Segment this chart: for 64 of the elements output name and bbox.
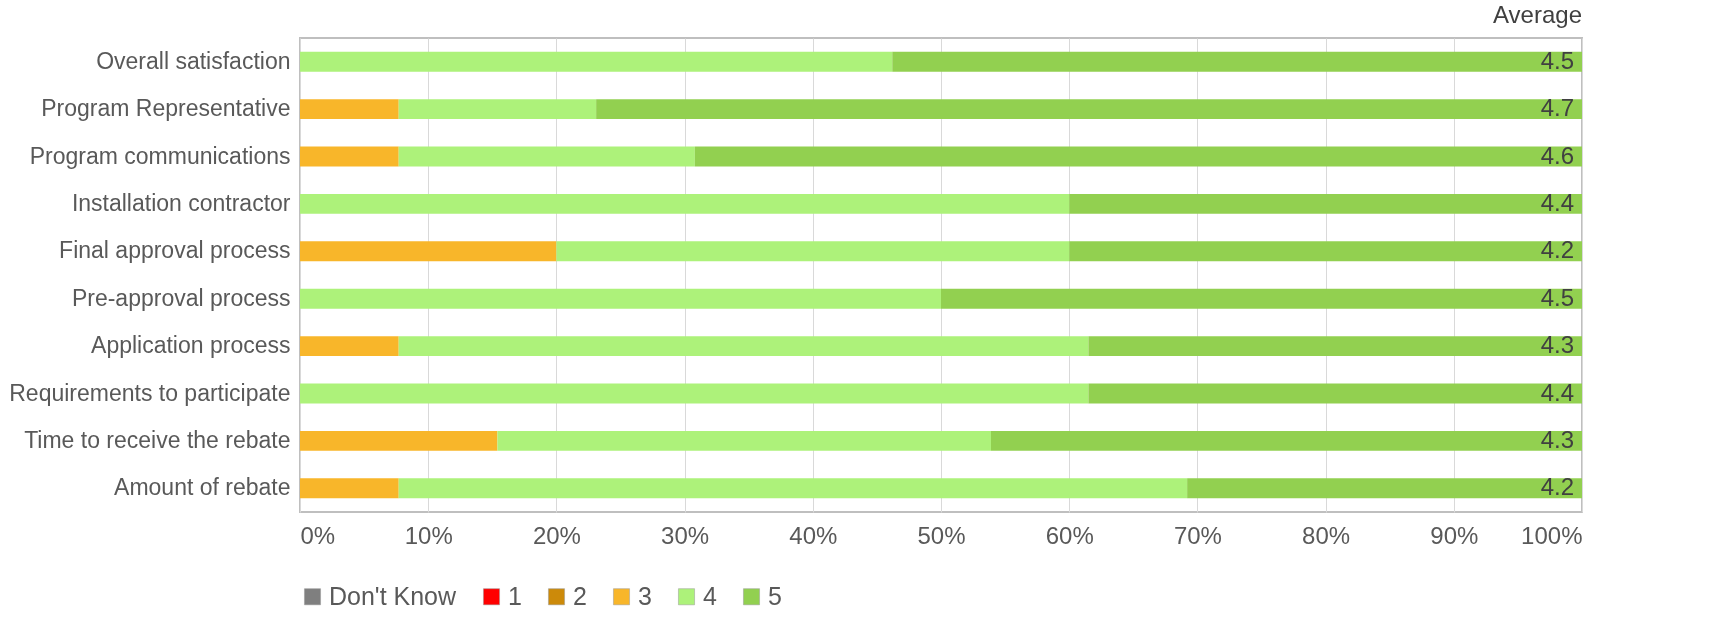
- bar: [300, 336, 399, 357]
- text: Average: [1493, 1, 1582, 28]
- x-tick-label: 100%: [1521, 521, 1583, 549]
- y-tick-label: Program Representative: [41, 95, 291, 122]
- x-tick-label: 80%: [1302, 521, 1351, 549]
- bar: [300, 241, 557, 262]
- bar: [300, 51, 893, 72]
- annotation: 4.6: [1540, 141, 1574, 169]
- bar: [300, 478, 399, 499]
- legend-label: 1: [508, 581, 522, 610]
- x-tick-label: 0%: [300, 521, 336, 549]
- bar: [1069, 193, 1582, 214]
- bar: [991, 430, 1582, 451]
- y-tick-label: Installation contractor: [71, 189, 291, 216]
- annotation: 4.5: [1540, 283, 1574, 311]
- bar: [556, 241, 1070, 262]
- bar: [1069, 241, 1582, 262]
- bar: [1088, 383, 1582, 404]
- bar: [300, 430, 498, 451]
- x-tick-label: 60%: [1045, 521, 1094, 549]
- bar: [694, 146, 1582, 167]
- x-tick-label: 40%: [789, 521, 838, 549]
- bar: [941, 288, 1582, 309]
- annotation: 4.4: [1540, 378, 1574, 406]
- bar: [300, 288, 941, 309]
- bar: [300, 146, 399, 167]
- y-tick-label: Requirements to participate: [9, 379, 291, 406]
- bar: [892, 51, 1582, 72]
- annotation: 4.4: [1540, 188, 1574, 216]
- annotation: 4.5: [1540, 46, 1574, 74]
- annotation: 4.7: [1540, 94, 1574, 122]
- x-tick-label: 70%: [1173, 521, 1222, 549]
- y-tick-label: Amount of rebate: [114, 474, 291, 501]
- bar: [300, 99, 399, 120]
- y-tick-label: Pre-approval process: [71, 284, 291, 311]
- y-tick-label: Overall satisfaction: [96, 47, 291, 74]
- annotation: 4.3: [1540, 331, 1574, 359]
- bar: [398, 478, 1188, 499]
- y-tick-label: Final approval process: [59, 237, 291, 264]
- y-tick-label: Time to receive the rebate: [24, 426, 291, 453]
- legend-label: 5: [768, 581, 782, 610]
- x-tick-label: 30%: [661, 521, 710, 549]
- bar: [596, 99, 1582, 120]
- legend-label: Don't Know: [329, 581, 458, 610]
- annotation: 4.2: [1540, 473, 1574, 501]
- bar: [398, 146, 695, 167]
- annotation: 4.3: [1540, 425, 1574, 453]
- bar: [398, 336, 1089, 357]
- bar: [300, 383, 1089, 404]
- bar: [300, 193, 1070, 214]
- x-tick-label: 90%: [1430, 521, 1479, 549]
- bar: [497, 430, 991, 451]
- x-tick-label: 10%: [404, 521, 453, 549]
- bar: [1187, 478, 1582, 499]
- x-tick-label: 50%: [917, 521, 966, 549]
- legend-label: 2: [573, 581, 587, 610]
- legend-label: 4: [703, 581, 717, 610]
- annotation: 4.2: [1540, 236, 1574, 264]
- y-tick-label: Application process: [91, 332, 291, 359]
- x-tick-label: 20%: [532, 521, 581, 549]
- bar: [398, 99, 597, 120]
- y-tick-label: Program communications: [29, 142, 291, 169]
- legend-label: 3: [638, 581, 652, 610]
- bar: [1088, 336, 1582, 357]
